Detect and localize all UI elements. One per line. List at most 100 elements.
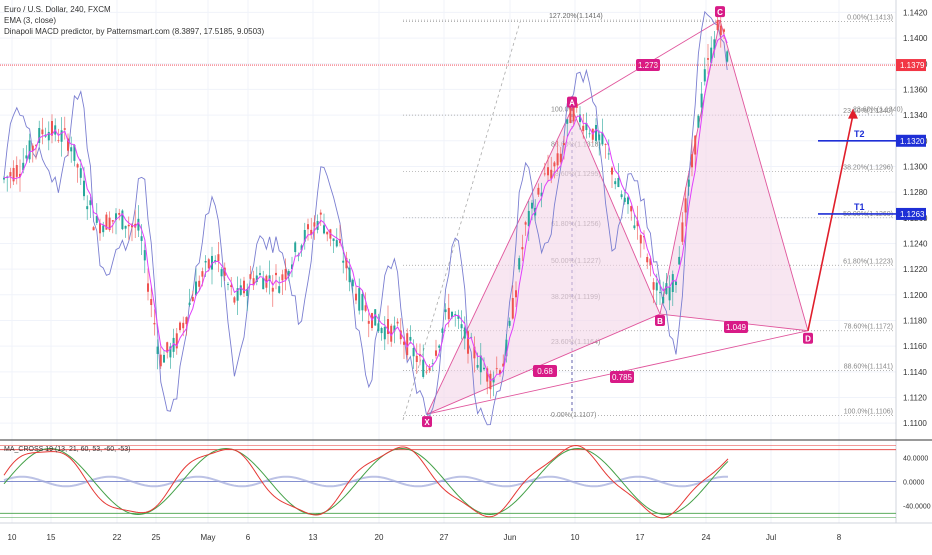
candle-body xyxy=(191,296,194,302)
time-tick-label: 15 xyxy=(47,533,56,542)
candle-body xyxy=(323,225,325,234)
candle-body xyxy=(275,272,277,276)
candle-body xyxy=(86,206,89,210)
candle-body xyxy=(335,240,338,247)
candle-body xyxy=(550,169,553,179)
candle-body xyxy=(527,210,530,227)
current-price-label: 1.1379 xyxy=(900,61,925,70)
time-tick-label: 22 xyxy=(113,533,122,542)
target-badge-t1 xyxy=(896,207,926,220)
candle-body xyxy=(156,346,159,354)
candle-body xyxy=(463,327,466,339)
candle-body xyxy=(403,341,405,345)
candle-body xyxy=(390,325,393,342)
candle-body xyxy=(150,298,153,306)
candle-body xyxy=(313,222,316,227)
candle-body xyxy=(563,143,565,145)
ratio-badge xyxy=(610,371,634,383)
candle-body xyxy=(444,309,447,313)
candle-body xyxy=(140,236,143,241)
candle-body xyxy=(524,222,527,225)
candle-body xyxy=(499,370,501,375)
candle-body xyxy=(38,127,41,143)
price-tick-label: 1.1420 xyxy=(903,8,928,17)
candle-body xyxy=(185,317,188,325)
projection-target-label: 23.60%(1.1340) xyxy=(853,107,903,114)
candle-body xyxy=(28,140,31,160)
candle-body xyxy=(169,346,172,358)
candle-body xyxy=(220,269,223,277)
candle-body xyxy=(572,103,575,122)
candle-body xyxy=(364,305,367,311)
candle-body xyxy=(233,297,236,303)
chart-legend: Euro / U.S. Dollar, 240, FXCM EMA (3, cl… xyxy=(4,4,264,37)
ema-indicator-label[interactable]: EMA (3, close) xyxy=(4,16,57,25)
candle-body xyxy=(467,331,469,354)
fib-right-label: 61.80%(1.1223) xyxy=(843,258,893,265)
fib-right-label: 38.20%(1.1296) xyxy=(843,165,893,172)
candle-body xyxy=(454,314,457,315)
candle-body xyxy=(399,330,402,340)
candle-body xyxy=(611,167,613,175)
time-tick-label: Jul xyxy=(766,533,776,542)
candle-body xyxy=(57,140,60,142)
candle-body xyxy=(201,271,204,277)
candle-body xyxy=(271,287,274,292)
candle-body xyxy=(428,367,431,371)
price-tick-label: 1.1140 xyxy=(903,368,927,377)
candle-body xyxy=(595,125,597,141)
pattern-point-a: A xyxy=(569,99,575,108)
candle-body xyxy=(447,307,450,320)
candle-body xyxy=(358,288,361,311)
candle-body xyxy=(118,212,121,215)
candle-body xyxy=(540,192,543,197)
candle-body xyxy=(76,164,79,168)
candle-body xyxy=(19,173,21,177)
ema-line xyxy=(3,33,728,382)
candle-body xyxy=(102,225,105,233)
candle-body xyxy=(566,119,569,124)
candle-body xyxy=(214,260,217,262)
target-value-label: 1.1320 xyxy=(900,137,925,146)
candle-body xyxy=(531,202,533,209)
candle-body xyxy=(662,296,665,304)
candle-body xyxy=(617,177,620,188)
candle-body xyxy=(159,354,162,367)
candle-body xyxy=(70,147,73,152)
candle-body xyxy=(300,245,303,251)
candle-body xyxy=(95,216,98,223)
candle-body xyxy=(198,280,201,287)
candle-body xyxy=(543,173,546,175)
candle-body xyxy=(492,377,495,383)
price-tick-label: 1.1360 xyxy=(903,85,928,94)
time-axis[interactable]: 10 15 22 25 May 6 13 20 27 Jun 10 17 24 Jul 8 xyxy=(0,522,932,542)
pattern-triangle-xab xyxy=(427,108,660,415)
pattern-point-c: C xyxy=(717,8,723,17)
macd-indicator-label[interactable]: Dinapoli MACD predictor, by Patternsmart… xyxy=(4,27,265,36)
candle-body xyxy=(393,325,396,332)
candle-body xyxy=(47,131,50,141)
candle-body xyxy=(652,282,655,290)
projection-arrow xyxy=(807,114,854,331)
candle-body xyxy=(431,363,434,365)
time-tick-label: 24 xyxy=(702,533,711,542)
candle-body xyxy=(284,268,287,280)
candle-body xyxy=(675,281,677,286)
candles xyxy=(3,14,729,399)
candle-body xyxy=(217,254,220,262)
ratio-badge xyxy=(724,321,748,333)
candle-body xyxy=(115,213,117,220)
price-axis[interactable]: 1.14201.14001.13801.13601.13401.13201.13… xyxy=(0,0,928,523)
candle-body xyxy=(380,328,383,334)
symbol-title[interactable]: Euro / U.S. Dollar, 240, FXCM xyxy=(4,5,111,14)
fib-right-label: 100.0%(1.1106) xyxy=(844,408,893,415)
leg-xb xyxy=(426,313,661,415)
price-tick-label: 1.1300 xyxy=(903,162,928,171)
candle-body xyxy=(623,197,626,202)
candle-body xyxy=(367,320,370,324)
candle-body xyxy=(105,214,108,230)
candle-body xyxy=(655,282,658,291)
time-tick-label: 13 xyxy=(309,533,318,542)
candle-body xyxy=(409,336,412,341)
